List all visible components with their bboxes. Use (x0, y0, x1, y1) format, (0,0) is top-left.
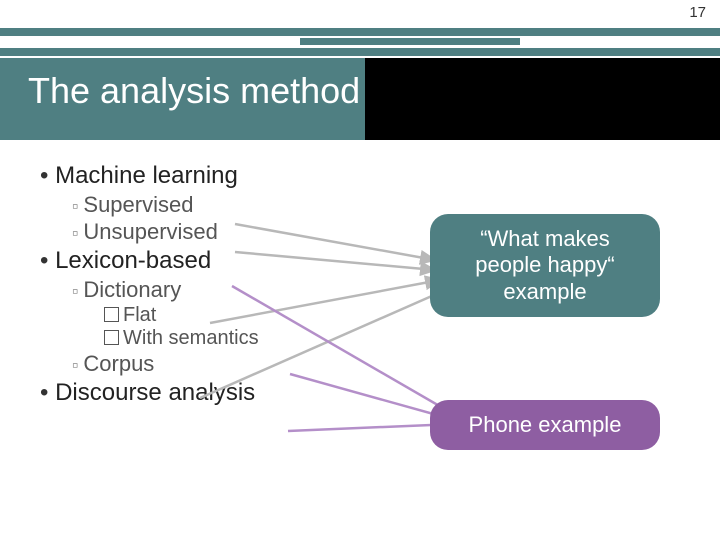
top-accent-bars (0, 28, 720, 56)
bullet-text: Discourse analysis (55, 379, 255, 406)
slide-title: The analysis method (28, 70, 360, 112)
bullet-text: Flat (123, 304, 156, 326)
bullet-text: Unsupervised (83, 219, 218, 244)
square-bullet-icon (104, 307, 119, 322)
bullet-level3: With semantics (104, 327, 680, 350)
bullet-text: Machine learning (55, 162, 238, 189)
bullet-text: With semantics (123, 327, 259, 349)
callout-purple: Phone example (430, 400, 660, 450)
square-bullet-icon (104, 330, 119, 345)
bullet-level2: Corpus (72, 351, 680, 377)
page-number: 17 (689, 4, 706, 21)
bullet-text: Supervised (83, 192, 193, 217)
bullet-level1: Machine learning (40, 162, 680, 190)
bullet-text: Corpus (83, 351, 154, 376)
callout-teal: “What makes people happy“ example (430, 214, 660, 317)
bullet-text: Dictionary (83, 277, 181, 302)
bullet-text: Lexicon-based (55, 247, 211, 274)
